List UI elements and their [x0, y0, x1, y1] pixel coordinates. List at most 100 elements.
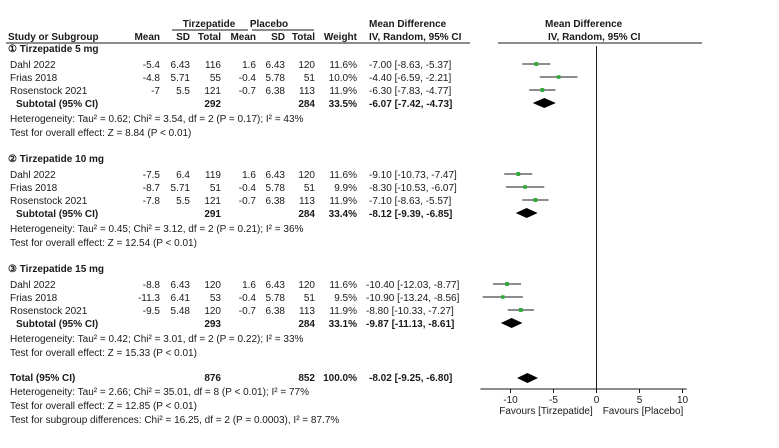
- subtotal-p-total: 284: [298, 209, 315, 220]
- x-tick-label: -5: [549, 395, 558, 406]
- subtotal-p-total: 284: [298, 319, 315, 330]
- summary-diamond: [532, 98, 556, 108]
- study-row: Frias 2018 -4.8 5.71 55 -0.4 5.78 51 10.…: [10, 73, 451, 84]
- study-point-estimate: [533, 198, 538, 202]
- subtotal-ci-text: -9.87 [-11.13, -8.61]: [366, 319, 454, 330]
- t-total: 120: [204, 280, 221, 291]
- t-mean: -5.4: [143, 60, 161, 71]
- study-row: Rosenstock 2021 -7.8 5.5 121 -0.7 6.38 1…: [10, 196, 451, 207]
- header-p-mean: Mean: [230, 32, 256, 43]
- x-tick-label: 0: [594, 395, 600, 406]
- p-sd: 5.78: [266, 293, 286, 304]
- study-name: Dahl 2022: [10, 60, 56, 71]
- study-point-estimate: [534, 62, 539, 66]
- header-p-total: Total: [292, 32, 315, 43]
- t-sd: 5.71: [171, 183, 191, 194]
- p-total: 51: [304, 73, 316, 84]
- p-total: 120: [298, 60, 315, 71]
- study-name: Frias 2018: [10, 183, 58, 194]
- ci-text: -6.30 [-7.83, -4.77]: [369, 86, 451, 97]
- total-block: Total (95% CI) 876 852 100.0% -8.02 [-9.…: [10, 373, 452, 426]
- forest-plot-area: -10 -5 0 5 10 Favours [Tirzepatide] Favours …: [480, 46, 688, 417]
- p-total: 51: [304, 293, 316, 304]
- ci-text: -10.40 [-12.03, -8.77]: [366, 280, 460, 291]
- p-sd: 6.43: [266, 60, 286, 71]
- subtotal-row: Subtotal (95% CI) 293 284 33.1% -9.87 [-…: [16, 319, 454, 330]
- total-heterogeneity-text: Heterogeneity: Tau² = 2.66; Chi² = 35.01…: [10, 387, 309, 398]
- study-name: Dahl 2022: [10, 280, 56, 291]
- p-mean: 1.6: [242, 280, 256, 291]
- overall-effect-text: Test for overall effect: Z = 15.33 (P < …: [10, 348, 197, 359]
- t-total: 53: [210, 293, 222, 304]
- p-sd: 6.38: [266, 86, 286, 97]
- study-name: Frias 2018: [10, 293, 58, 304]
- subtotal-ci-text: -8.12 [-9.39, -6.85]: [369, 209, 452, 220]
- study-name: Rosenstock 2021: [10, 86, 88, 97]
- t-sd: 6.41: [171, 293, 191, 304]
- heterogeneity-text: Heterogeneity: Tau² = 0.45; Chi² = 3.12,…: [10, 224, 304, 235]
- weight: 11.9%: [329, 196, 357, 207]
- weight: 10.0%: [329, 73, 357, 84]
- subgroup-differences-text: Test for subgroup differences: Chi² = 16…: [10, 415, 339, 426]
- p-sd: 6.43: [266, 170, 286, 181]
- p-mean: 1.6: [242, 60, 256, 71]
- x-tick-label: -10: [503, 395, 518, 406]
- p-total: 120: [298, 280, 315, 291]
- t-sd: 5.71: [171, 73, 191, 84]
- subtotal-row: Subtotal (95% CI) 291 284 33.4% -8.12 [-…: [16, 209, 452, 220]
- weight: 9.5%: [334, 293, 357, 304]
- subtotal-weight: 33.5%: [329, 99, 357, 110]
- total-p-total: 852: [298, 373, 315, 384]
- p-mean: -0.4: [239, 73, 257, 84]
- p-mean: -0.7: [239, 196, 257, 207]
- subgroup-title: ③ Tirzepatide 15 mg: [8, 264, 104, 275]
- t-mean: -9.5: [143, 306, 161, 317]
- study-name: Rosenstock 2021: [10, 306, 88, 317]
- subtotal-label: Subtotal (95% CI): [16, 209, 98, 220]
- p-sd: 6.38: [266, 196, 286, 207]
- header-method: IV, Random, 95% CI: [369, 32, 462, 43]
- p-sd: 6.38: [266, 306, 286, 317]
- subgroup-2: ② Tirzepatide 10 mg Dahl 2022 -7.5 6.4 1…: [8, 154, 457, 249]
- study-point-estimate: [505, 282, 509, 286]
- study-name: Dahl 2022: [10, 170, 56, 181]
- subtotal-t-total: 292: [204, 99, 221, 110]
- summary-diamond: [517, 373, 538, 383]
- favours-tirzepatide-label: Favours [Tirzepatide]: [499, 406, 593, 417]
- study-name: Frias 2018: [10, 73, 58, 84]
- header-t-total: Total: [198, 32, 221, 43]
- subtotal-ci-text: -6.07 [-7.42, -4.73]: [369, 99, 452, 110]
- weight: 11.6%: [329, 60, 357, 71]
- p-total: 113: [299, 306, 315, 317]
- study-point-estimate: [540, 88, 545, 92]
- t-mean: -8.7: [143, 183, 161, 194]
- subgroup-title: ② Tirzepatide 10 mg: [8, 154, 104, 165]
- overall-effect-text: Test for overall effect: Z = 12.54 (P < …: [10, 238, 197, 249]
- study-row: Dahl 2022 -8.8 6.43 120 1.6 6.43 120 11.…: [10, 280, 460, 291]
- study-point-estimate: [518, 308, 523, 312]
- t-total: 51: [210, 183, 222, 194]
- p-mean: -0.4: [239, 293, 257, 304]
- header-mean-difference: Mean Difference: [369, 19, 447, 30]
- t-mean: -7.8: [143, 196, 161, 207]
- t-total: 121: [204, 196, 221, 207]
- subgroup-title: ① Tirzepatide 5 mg: [8, 44, 98, 55]
- study-row: Dahl 2022 -7.5 6.4 119 1.6 6.43 120 11.6…: [10, 170, 457, 181]
- subtotal-p-total: 284: [298, 99, 315, 110]
- ci-text: -10.90 [-13.24, -8.56]: [366, 293, 460, 304]
- header-t-sd: SD: [176, 32, 190, 43]
- ci-text: -8.30 [-10.53, -6.07]: [369, 183, 457, 194]
- t-total: 121: [204, 86, 221, 97]
- t-sd: 6.4: [176, 170, 190, 181]
- subtotal-t-total: 291: [204, 209, 221, 220]
- subtotal-label: Subtotal (95% CI): [16, 319, 98, 330]
- t-mean: -4.8: [143, 73, 161, 84]
- study-markers: [482, 62, 578, 312]
- subtotal-row: Subtotal (95% CI) 292 284 33.5% -6.07 [-…: [16, 99, 452, 110]
- t-mean: -8.8: [143, 280, 161, 291]
- p-mean: -0.4: [239, 183, 257, 194]
- p-sd: 5.78: [266, 73, 286, 84]
- t-sd: 5.48: [171, 306, 191, 317]
- header-group-tirzepatide: Tirzepatide: [183, 19, 236, 30]
- weight: 9.9%: [334, 183, 357, 194]
